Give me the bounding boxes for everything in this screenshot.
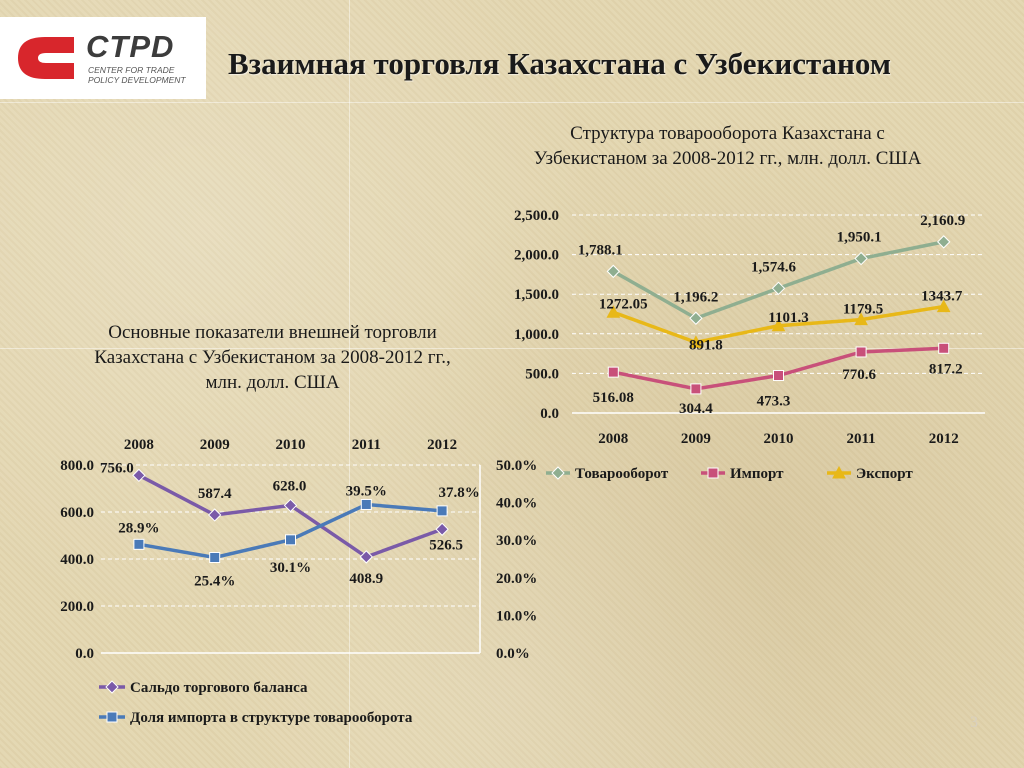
x-tick-label: 2010 <box>276 437 306 453</box>
data-label-turnover: 2,160.9 <box>920 213 965 229</box>
y-tick-label-left: 0.0 <box>75 646 94 662</box>
legend-label-export: Экспорт <box>856 466 913 482</box>
data-label-balance: 408.9 <box>349 571 383 587</box>
point-share <box>133 538 145 550</box>
point-turnover <box>689 311 703 325</box>
data-label-export: 1179.5 <box>843 302 883 318</box>
data-label-share: 28.9% <box>118 520 159 536</box>
y-tick-label-left: 400.0 <box>60 552 94 568</box>
y-tick-label-right: 20.0% <box>496 571 537 587</box>
y-tick-label: 1,000.0 <box>514 327 559 343</box>
page-number: 3 <box>970 714 978 731</box>
legend-label-share: Доля импорта в структуре товарооборота <box>130 710 413 726</box>
point-balance <box>132 468 146 483</box>
point-share <box>436 505 448 517</box>
chart-title-turnover: Структура товарооборота Казахстана с Узб… <box>533 123 922 169</box>
point-export <box>936 299 951 313</box>
data-label-turnover: 1,788.1 <box>578 242 623 258</box>
logo: CTPD CENTER FOR TRADE POLICY DEVELOPMENT <box>0 17 206 99</box>
series-line-balance <box>138 473 443 559</box>
y-tick-label-right: 40.0% <box>496 496 537 512</box>
point-import <box>690 383 702 395</box>
data-label-import: 473.3 <box>757 394 791 410</box>
legend-marker-import <box>707 467 719 479</box>
y-tick-label: 0.0 <box>540 406 559 422</box>
y-tick-label-left: 800.0 <box>60 458 94 474</box>
y-tick-label: 1,500.0 <box>514 287 559 303</box>
series-line-turnover <box>612 240 945 321</box>
point-share <box>360 498 372 510</box>
data-label-import: 304.4 <box>679 401 713 417</box>
data-label-share: 37.8% <box>438 485 479 501</box>
data-label-export: 1101.3 <box>768 310 808 326</box>
point-turnover <box>936 235 951 249</box>
data-label-balance: 587.4 <box>198 486 232 502</box>
point-balance <box>283 498 298 513</box>
x-tick-label: 2010 <box>764 431 794 447</box>
x-tick-label: 2011 <box>352 437 381 453</box>
point-share <box>209 551 221 563</box>
y-tick-label-left: 600.0 <box>60 505 94 521</box>
point-turnover <box>771 281 786 295</box>
point-turnover <box>854 251 868 266</box>
point-import <box>773 370 784 382</box>
slide-title: Взаимная торговля Казахстана с Узбекиста… <box>228 46 891 81</box>
point-export <box>606 305 621 318</box>
x-tick-label: 2012 <box>929 431 959 447</box>
x-tick-label: 2011 <box>847 431 876 447</box>
legend-label-turnover: Товарооборот <box>575 466 669 482</box>
x-tick-label: 2009 <box>200 437 230 453</box>
point-balance <box>435 522 449 536</box>
y-tick-label-left: 200.0 <box>60 599 94 615</box>
series-line-import <box>612 346 944 391</box>
point-balance <box>207 508 222 522</box>
data-label-balance: 526.5 <box>429 537 463 553</box>
data-label-turnover: 1,950.1 <box>837 230 882 246</box>
legend-marker-balance <box>105 680 119 694</box>
data-label-share: 39.5% <box>346 483 387 499</box>
point-turnover <box>606 264 621 279</box>
data-label-import: 817.2 <box>929 361 963 377</box>
legend-label-balance: Сальдо торгового баланса <box>130 680 308 696</box>
data-label-export: 891.8 <box>689 337 723 353</box>
data-label-turnover: 1,574.6 <box>751 259 797 275</box>
point-share <box>285 534 296 546</box>
y-tick-label-right: 50.0% <box>496 458 537 474</box>
legend-marker-export <box>832 465 846 479</box>
x-tick-label: 2008 <box>598 431 628 447</box>
y-tick-label-right: 30.0% <box>496 533 537 549</box>
logo-name: CTPD <box>86 29 175 64</box>
y-tick-label: 500.0 <box>525 366 559 382</box>
data-label-export: 1343.7 <box>921 289 963 305</box>
y-tick-label: 2,000.0 <box>514 248 559 264</box>
point-import <box>607 366 619 378</box>
x-tick-label: 2009 <box>681 431 711 447</box>
point-balance <box>359 550 374 564</box>
y-tick-label-right: 10.0% <box>496 608 537 624</box>
series-line-export <box>612 304 944 345</box>
chart-title-indicators: Основные показатели внешней торговли Каз… <box>94 322 451 393</box>
data-label-import: 770.6 <box>842 367 876 383</box>
data-label-export: 1272.05 <box>599 296 648 312</box>
series-line-share <box>138 502 443 560</box>
legend-marker-turnover <box>551 466 565 480</box>
logo-mark-icon <box>18 37 74 79</box>
x-tick-label: 2008 <box>124 437 154 453</box>
point-export <box>771 318 786 332</box>
data-label-turnover: 1,196.2 <box>673 289 718 305</box>
legend-label-import: Импорт <box>730 466 784 482</box>
logo-subtitle: CENTER FOR TRADE POLICY DEVELOPMENT <box>88 65 186 85</box>
y-tick-label-right: 0.0% <box>496 646 530 662</box>
point-export <box>689 335 703 348</box>
data-label-balance: 756.0 <box>100 460 134 476</box>
legend-marker-share <box>106 711 118 723</box>
x-tick-label: 2012 <box>427 437 457 453</box>
data-label-share: 30.1% <box>270 560 311 576</box>
data-label-share: 25.4% <box>194 573 235 589</box>
data-label-balance: 628.0 <box>273 478 307 494</box>
y-tick-label: 2,500.0 <box>514 208 559 224</box>
point-export <box>854 312 868 326</box>
data-label-import: 516.08 <box>593 390 634 406</box>
